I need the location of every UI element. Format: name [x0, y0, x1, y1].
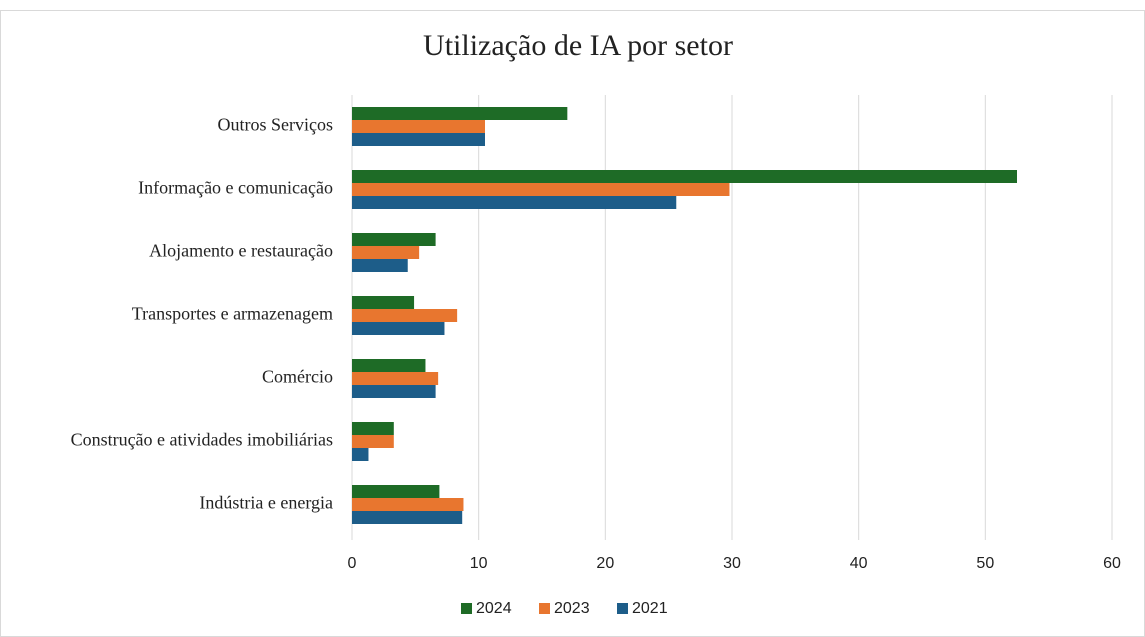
legend-swatch [461, 603, 472, 614]
x-tick-label: 20 [596, 555, 614, 572]
bar [352, 385, 436, 398]
bar [352, 296, 415, 309]
y-tick-label: Transportes e armazenagem [132, 304, 333, 324]
bar [352, 246, 420, 259]
x-tick-label: 40 [850, 555, 868, 572]
x-tick-label: 30 [723, 555, 741, 572]
legend-label: 2021 [632, 600, 668, 617]
bar [352, 107, 568, 120]
bar [352, 183, 730, 196]
chart-title: Utilização de IA por setor [423, 29, 733, 62]
bar [352, 309, 458, 322]
bar [352, 498, 464, 511]
bar [352, 485, 440, 498]
legend-label: 2023 [554, 600, 590, 617]
x-tick-label: 60 [1103, 555, 1121, 572]
bar [352, 435, 394, 448]
bar [352, 170, 1017, 183]
bar [352, 133, 485, 146]
x-tick-label: 10 [470, 555, 488, 572]
y-tick-label: Alojamento e restauração [149, 241, 333, 261]
bar [352, 259, 408, 272]
bar [352, 511, 463, 524]
y-tick-label: Informação e comunicação [138, 178, 333, 198]
bar [352, 422, 394, 435]
bar [352, 196, 677, 209]
bar [352, 448, 369, 461]
y-tick-label: Outros Serviços [218, 115, 334, 135]
legend-swatch [617, 603, 628, 614]
y-tick-label: Comércio [262, 367, 333, 387]
bar [352, 322, 445, 335]
chart-border [0, 10, 1145, 637]
bar [352, 372, 439, 385]
x-tick-label: 50 [976, 555, 994, 572]
legend-swatch [539, 603, 550, 614]
bar [352, 359, 426, 372]
legend-label: 2024 [476, 600, 512, 617]
bar [352, 120, 485, 133]
x-tick-label: 0 [348, 555, 357, 572]
bar [352, 233, 436, 246]
y-tick-label: Indústria e energia [199, 493, 333, 513]
y-tick-label: Construção e atividades imobiliárias [71, 430, 333, 450]
